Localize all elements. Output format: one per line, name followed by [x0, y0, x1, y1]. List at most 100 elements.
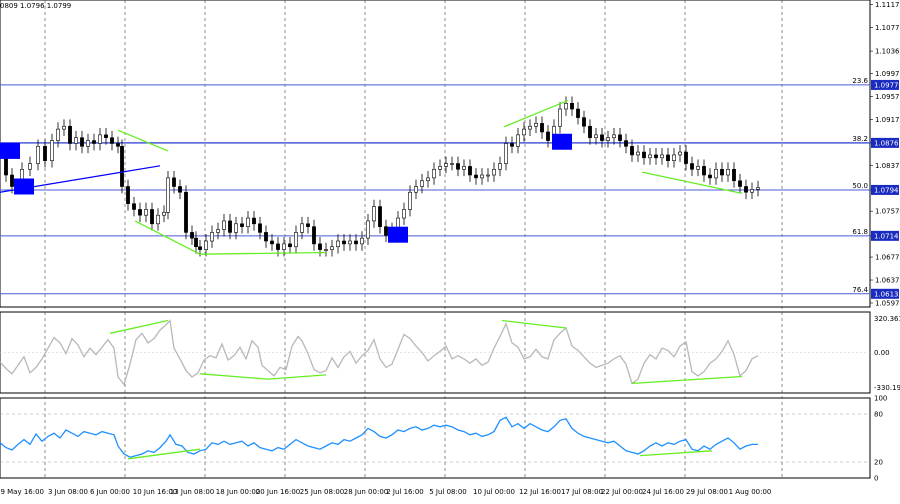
x-tick-label: 17 Jul 08:00 [561, 488, 603, 496]
candle-body [702, 166, 706, 176]
rsi-tick-label: 100 [874, 395, 887, 403]
x-tick-label: 25 Jun 08:00 [300, 488, 344, 496]
candle-body [570, 102, 574, 110]
candle-body [576, 108, 580, 118]
candle-body [162, 212, 166, 216]
candle-body [318, 243, 322, 250]
candle-body [624, 140, 628, 147]
candle-body [456, 163, 460, 170]
candle-body [540, 123, 544, 133]
candle-body [80, 137, 84, 147]
candle-body [234, 223, 238, 233]
candle-body [750, 189, 754, 193]
ohlc-readout: 0809 1.0796 1.0799 [0, 2, 71, 10]
candle-body [438, 166, 442, 170]
candle-body [144, 209, 148, 216]
candle-body [510, 143, 514, 147]
candle-body [678, 151, 682, 156]
candle-body [384, 226, 388, 236]
candle-body [150, 209, 154, 225]
cci-divergence-line [501, 319, 567, 329]
candle-body [594, 134, 598, 139]
candle-body [222, 220, 226, 230]
fib-price-tag [871, 288, 899, 299]
candle-body [166, 177, 170, 213]
fib-price-tag [871, 79, 899, 90]
candle-body [210, 232, 214, 242]
candle-body [43, 146, 47, 161]
candle-body [86, 140, 90, 147]
fib-label: 76.4 [852, 286, 868, 294]
candle-body [194, 237, 198, 248]
candle-body [732, 168, 736, 182]
candle-body [528, 125, 532, 130]
candle-body [642, 151, 646, 159]
fib-price-tag-label: 1.0876 [874, 139, 899, 147]
candle-body [708, 174, 712, 179]
candle-body [120, 146, 124, 187]
fib-label: 61.8 [852, 228, 868, 236]
x-tick-label: 13 Jun 08:00 [170, 488, 214, 496]
candle-body [184, 191, 188, 233]
candle-body [408, 191, 412, 210]
candle-body [366, 220, 370, 239]
candle-body [492, 168, 496, 176]
x-tick-label: 12 Jul 16:00 [519, 488, 561, 496]
x-tick-label: 28 Jun 00:00 [344, 488, 388, 496]
candle-body [132, 203, 136, 210]
candle-body [558, 108, 562, 127]
candle-body [36, 146, 40, 164]
candle-body [504, 143, 508, 164]
signal-marker-box [0, 142, 20, 159]
fib-label: 38.2 [852, 135, 868, 143]
candle-body [190, 232, 194, 239]
price-tick-label: 1.1077 [875, 24, 900, 32]
candle-body [654, 154, 658, 159]
price-tick-label: 1.0917 [875, 116, 900, 124]
candle-body [172, 177, 176, 187]
candle-body [426, 177, 430, 182]
x-tick-label: 3 Jun 08:00 [48, 488, 88, 496]
candle-body [534, 123, 538, 127]
candle-body [204, 240, 208, 250]
x-tick-label: 20 Jun 16:00 [256, 488, 300, 496]
candle-body [156, 214, 160, 225]
candle-body [246, 217, 250, 227]
price-tick-label: 1.0957 [875, 93, 900, 101]
candle-body [62, 125, 66, 130]
price-tick-label: 1.1036 [875, 48, 900, 56]
cci-tick-label: 0.00 [874, 349, 890, 357]
rsi-series-line [0, 416, 758, 458]
candle-body [660, 154, 664, 159]
x-tick-label: 10 Jun 16:00 [133, 488, 177, 496]
candle-body [258, 223, 262, 233]
candle-body [110, 137, 114, 144]
candle-body [300, 223, 304, 233]
candle-body [696, 166, 700, 170]
candle-body [372, 206, 376, 222]
fib-price-tag [871, 230, 899, 241]
candle-body [216, 229, 220, 233]
cci-series-line [0, 319, 759, 386]
candle-body [264, 232, 268, 242]
candle-body [312, 226, 316, 245]
candle-body [324, 249, 328, 251]
price-divergence-line [641, 171, 743, 195]
fib-price-tag-label: 1.0714 [874, 232, 899, 240]
cci-divergence-line [109, 319, 169, 334]
candle-body [690, 163, 694, 170]
candle-body [486, 174, 490, 177]
candle-body [516, 134, 520, 147]
candle-body [28, 163, 32, 170]
candle-body [756, 187, 760, 190]
price-divergence-line [199, 251, 327, 255]
candle-body [50, 140, 54, 161]
price-divergence-line [117, 129, 169, 152]
candle-body [684, 151, 688, 164]
x-tick-label: 6 Jun 00:00 [90, 488, 130, 496]
candle-body [432, 168, 436, 179]
candle-body [10, 174, 14, 187]
candle-body [582, 117, 586, 127]
